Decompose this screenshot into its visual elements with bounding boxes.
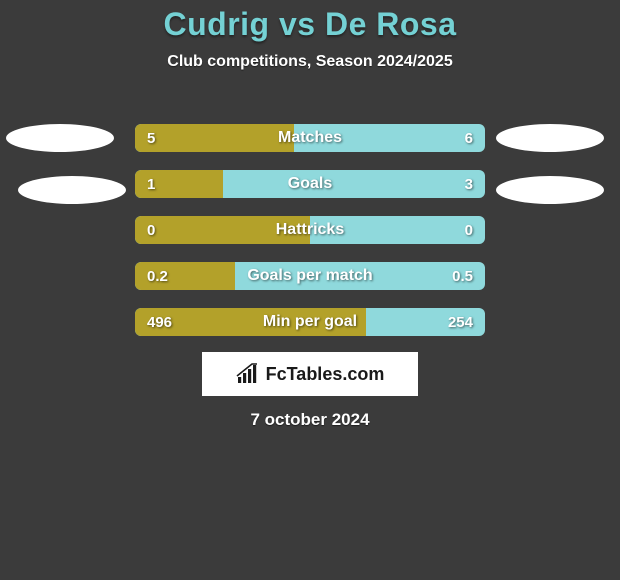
bar-chart-icon [236,363,260,385]
comparison-row: 13Goals [135,170,485,198]
date-label: 7 october 2024 [0,410,620,430]
row-label: Matches [135,124,485,152]
comparison-row: 00Hattricks [135,216,485,244]
row-label: Min per goal [135,308,485,336]
comparison-row: 496254Min per goal [135,308,485,336]
comparison-infographic: Cudrig vs De Rosa Club competitions, Sea… [0,0,620,580]
comparison-rows: 56Matches 13Goals 00Hattricks 0.20.5Goals p… [135,124,485,354]
row-label: Hattricks [135,216,485,244]
comparison-row: 56Matches [135,124,485,152]
right-ellipse-1 [496,124,604,152]
row-label: Goals [135,170,485,198]
page-title: Cudrig vs De Rosa [0,0,620,43]
left-ellipse-1 [6,124,114,152]
right-ellipse-2 [496,176,604,204]
page-subtitle: Club competitions, Season 2024/2025 [0,53,620,71]
brand-text: FcTables.com [266,364,385,385]
row-label: Goals per match [135,262,485,290]
comparison-row: 0.20.5Goals per match [135,262,485,290]
brand-box: FcTables.com [202,352,418,396]
left-ellipse-2 [18,176,126,204]
